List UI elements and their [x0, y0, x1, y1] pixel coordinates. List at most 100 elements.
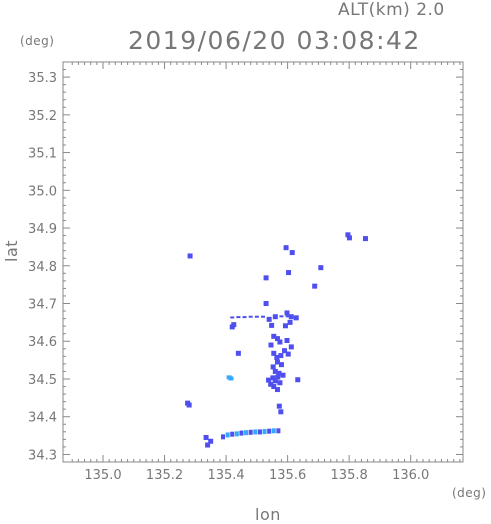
- data-point: [288, 314, 294, 320]
- x-tick-label: 136.0: [392, 468, 429, 483]
- x-tick-label: 135.2: [146, 468, 183, 483]
- data-point: [263, 301, 269, 307]
- data-point: [272, 368, 278, 374]
- data-point: [187, 253, 193, 259]
- y-tick-label: 35.2: [28, 109, 57, 124]
- data-point: [345, 232, 351, 238]
- band-point: [276, 428, 281, 434]
- data-point: [263, 275, 269, 281]
- data-point: [275, 374, 281, 380]
- data-point: [289, 250, 295, 256]
- band-point: [221, 434, 225, 440]
- data-point: [231, 322, 237, 328]
- dash-point: [261, 315, 265, 318]
- data-point: [268, 342, 274, 348]
- data-point: [283, 245, 289, 251]
- data-point: [287, 319, 293, 325]
- band-point: [234, 431, 239, 437]
- data-point: [274, 387, 280, 393]
- x-tick-label: 135.6: [269, 468, 306, 483]
- band-point: [271, 428, 276, 434]
- data-point: [274, 336, 280, 342]
- band-point: [230, 431, 235, 437]
- chart-title-timestamp: 2019/06/20 03:08:42: [128, 26, 421, 55]
- data-point: [286, 270, 292, 276]
- data-point: [274, 359, 280, 365]
- band-point: [267, 428, 272, 434]
- y-tick-label: 34.9: [28, 222, 57, 237]
- x-tick-label: 135.0: [84, 468, 121, 483]
- band-point: [253, 429, 258, 435]
- data-point: [277, 380, 283, 386]
- y-tick-label: 34.6: [28, 335, 57, 350]
- band-point: [225, 432, 230, 438]
- data-point-light: [228, 376, 234, 381]
- data-point: [282, 323, 288, 329]
- data-point: [278, 362, 284, 368]
- data-point: [208, 438, 214, 444]
- data-point: [269, 322, 275, 328]
- y-tick-label: 34.8: [28, 260, 57, 275]
- data-point: [288, 344, 294, 350]
- data-point: [271, 350, 277, 356]
- data-point: [293, 315, 299, 321]
- dash-point: [248, 315, 253, 318]
- band-point: [262, 429, 267, 435]
- dash-point: [254, 315, 259, 318]
- y-tick-label: 34.4: [28, 411, 57, 426]
- data-point: [277, 339, 283, 345]
- data-point: [284, 337, 290, 343]
- data-point: [266, 316, 272, 322]
- axis-ticks: 135.0 135.2 135.4 135.6 135.8 136.0 34.3 34.4 34…: [28, 61, 463, 483]
- y-unit-label: (deg): [20, 34, 55, 48]
- plot-frame: [62, 61, 464, 463]
- data-point: [280, 372, 286, 378]
- data-point: [266, 377, 272, 383]
- dash-point: [230, 316, 235, 319]
- data-point: [318, 265, 324, 271]
- data-point: [276, 370, 282, 376]
- x-axis-label: lon: [255, 505, 281, 524]
- x-unit-label: (deg): [452, 486, 487, 500]
- y-tick-label: 35.0: [28, 184, 57, 199]
- data-point: [282, 348, 288, 354]
- data-point: [235, 350, 241, 356]
- data-point: [272, 378, 278, 384]
- data-point: [278, 353, 284, 359]
- dash-point: [236, 316, 241, 319]
- dash-point: [285, 315, 290, 318]
- data-point: [270, 364, 276, 370]
- data-point: [276, 403, 282, 409]
- data-point: [346, 235, 352, 241]
- altitude-label: ALT(km) 2.0: [338, 0, 445, 20]
- y-tick-label: 35.3: [28, 71, 57, 86]
- data-point: [271, 384, 277, 390]
- data-point: [312, 283, 318, 289]
- data-point: [203, 434, 209, 440]
- data-point: [205, 442, 211, 448]
- x-tick-label: 135.4: [207, 468, 244, 483]
- data-point: [270, 375, 276, 381]
- data-point: [272, 314, 278, 320]
- data-point: [186, 402, 192, 408]
- y-tick-label: 34.5: [28, 373, 57, 388]
- data-point: [274, 354, 280, 360]
- data-point: [362, 236, 368, 242]
- band-point: [239, 430, 244, 436]
- x-tick-label: 135.8: [331, 468, 368, 483]
- y-tick-label: 35.1: [28, 147, 57, 162]
- data-point: [268, 381, 274, 387]
- data-point: [285, 351, 291, 357]
- dash-point: [242, 316, 247, 319]
- band-point: [248, 429, 253, 435]
- data-point: [271, 333, 277, 339]
- y-tick-label: 34.7: [28, 298, 57, 313]
- y-tick-label: 34.3: [28, 448, 57, 463]
- band-point: [244, 430, 249, 436]
- dash-point: [279, 315, 284, 318]
- data-point: [284, 310, 290, 316]
- data-point: [295, 377, 301, 383]
- data-points: [185, 232, 368, 448]
- data-point: [278, 409, 284, 415]
